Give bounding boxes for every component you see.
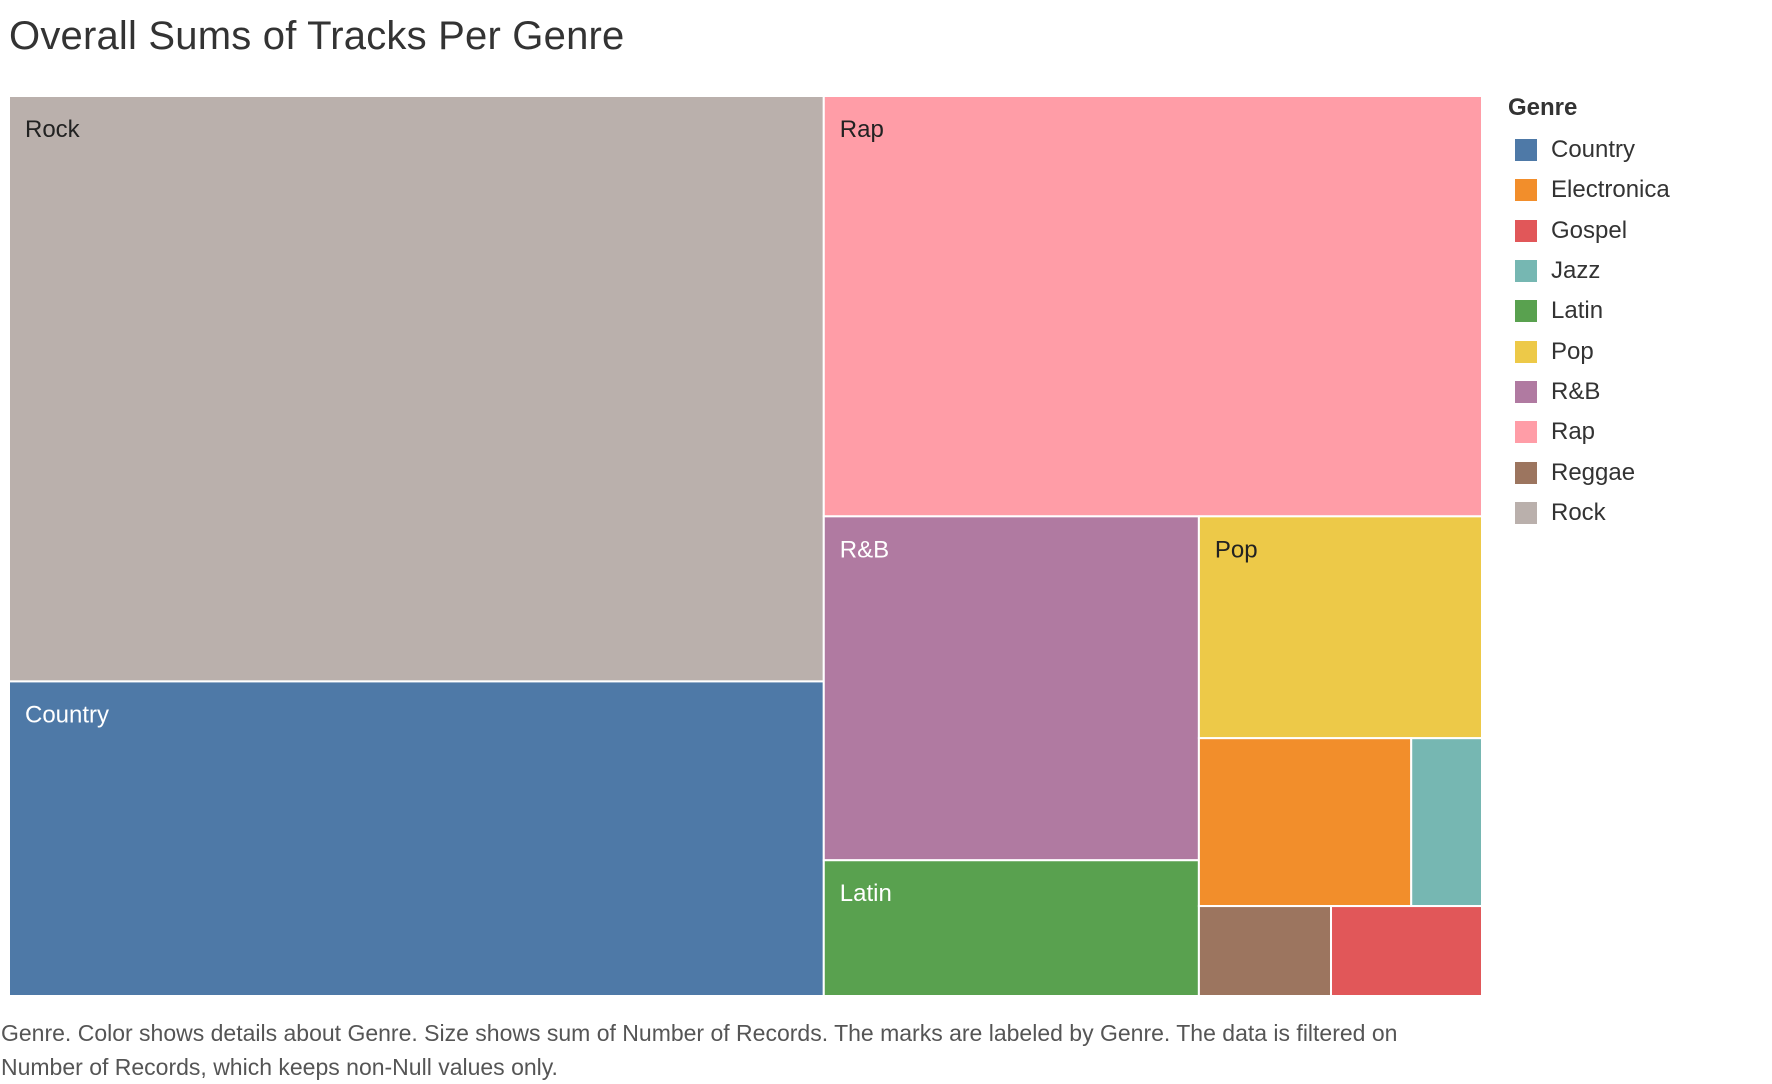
- legend-label: Country: [1551, 136, 1636, 164]
- legend-label: Electronica: [1551, 176, 1670, 204]
- legend-label: Gospel: [1551, 216, 1628, 244]
- legend-title: Genre: [1508, 94, 1578, 121]
- tile-country[interactable]: [8, 680, 825, 998]
- legend-swatch: [1515, 461, 1537, 484]
- chart-title: Overall Sums of Tracks Per Genre: [9, 14, 625, 58]
- tile-reggae[interactable]: [1197, 905, 1333, 997]
- legend-item-jazz[interactable]: Jazz: [1508, 251, 1758, 291]
- legend-swatch: [1515, 380, 1537, 403]
- legend-swatch: [1515, 179, 1537, 202]
- tile-label-r-b: R&B: [840, 536, 889, 563]
- legend-label: Pop: [1551, 337, 1594, 365]
- tile-label-latin: Latin: [840, 880, 892, 907]
- tile-rap[interactable]: [822, 95, 1483, 518]
- legend-swatch: [1515, 340, 1537, 363]
- tile-r-b[interactable]: [822, 515, 1200, 862]
- legend-item-rock[interactable]: Rock: [1508, 493, 1758, 533]
- legend-label: Rap: [1551, 418, 1596, 446]
- legend-label: Latin: [1551, 297, 1604, 325]
- tile-electronica[interactable]: [1197, 737, 1413, 908]
- tile-jazz[interactable]: [1410, 737, 1483, 908]
- tile-label-rock: Rock: [25, 116, 81, 143]
- legend-item-rap[interactable]: Rap: [1508, 412, 1758, 452]
- legend-item-gospel[interactable]: Gospel: [1508, 211, 1758, 251]
- legend-swatch: [1515, 421, 1537, 444]
- tile-rock[interactable]: [8, 95, 825, 683]
- legend-item-pop[interactable]: Pop: [1508, 331, 1758, 371]
- legend: Genre Country Electronica Gospel Jazz Latin P…: [1508, 94, 1758, 533]
- legend-label: Jazz: [1551, 257, 1601, 285]
- legend-item-electronica[interactable]: Electronica: [1508, 170, 1758, 210]
- chart-caption: Genre. Color shows details about Genre. …: [1, 1020, 1398, 1080]
- tile-label-pop: Pop: [1215, 536, 1258, 563]
- legend-swatch: [1515, 139, 1537, 162]
- legend-swatch: [1515, 219, 1537, 242]
- tile-latin[interactable]: [822, 859, 1200, 997]
- tile-gospel[interactable]: [1330, 905, 1483, 997]
- legend-item-country[interactable]: Country: [1508, 130, 1758, 170]
- legend-swatch: [1515, 300, 1537, 323]
- legend-swatch: [1515, 501, 1537, 524]
- tile-pop[interactable]: [1197, 515, 1483, 740]
- tile-label-country: Country: [25, 701, 109, 728]
- legend-label: Rock: [1551, 498, 1606, 526]
- legend-item-latin[interactable]: Latin: [1508, 291, 1758, 331]
- legend-item-reggae[interactable]: Reggae: [1508, 452, 1758, 492]
- legend-swatch: [1515, 260, 1537, 283]
- legend-label: Reggae: [1551, 458, 1636, 486]
- legend-label: R&B: [1551, 377, 1601, 405]
- legend-item-r-b[interactable]: R&B: [1508, 372, 1758, 412]
- tile-label-rap: Rap: [840, 116, 884, 143]
